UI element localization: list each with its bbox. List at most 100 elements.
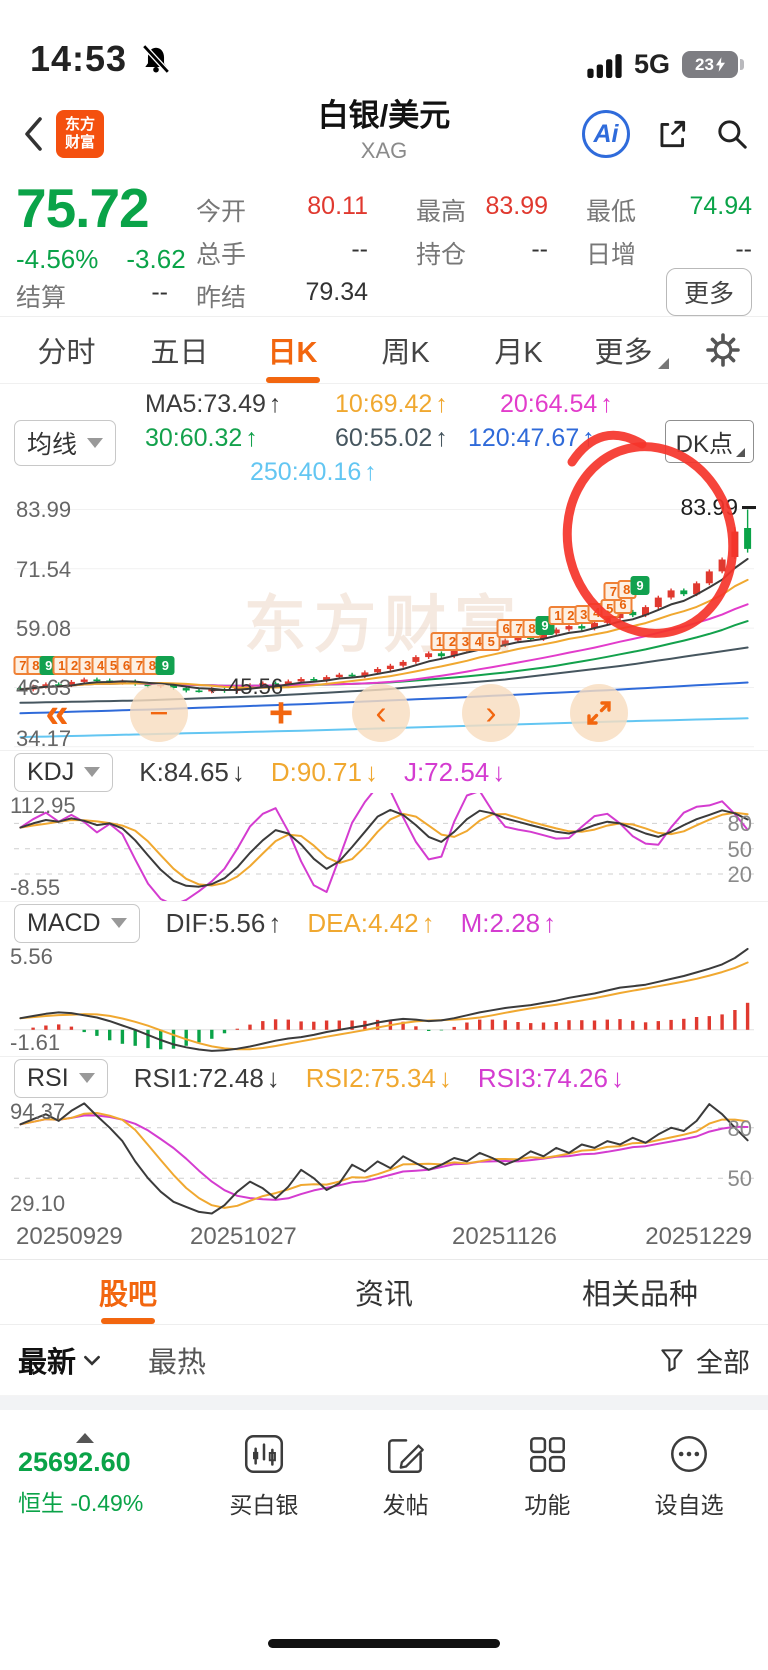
period-tab-more[interactable]: 更多 (575, 317, 688, 383)
index-quote[interactable]: 25692.60 恒生 -0.49% (8, 1432, 193, 1518)
ai-button[interactable]: Ai (582, 110, 630, 158)
x-axis: 20250929 20251027 20251126 20251229 (0, 1217, 768, 1259)
funnel-icon (661, 1349, 683, 1372)
tab-stock-forum[interactable]: 股吧 (0, 1260, 256, 1324)
rsi-dropdown[interactable]: RSI (14, 1058, 108, 1098)
more-circle-icon (671, 1435, 708, 1472)
home-indicator (268, 1639, 500, 1648)
index-value: 25692.60 (18, 1446, 131, 1477)
zoom-in-button[interactable]: + (268, 689, 294, 736)
rsi-max-label: 94.37 (10, 1099, 66, 1124)
rsi-header: RSI RSI1:72.48 ↓ RSI2:75.34 ↓ RSI3:74.26 ↓ (0, 1056, 768, 1099)
macd-dropdown[interactable]: MACD (14, 903, 140, 943)
period-tab-monthly-k[interactable]: 月K (494, 337, 543, 369)
macd-chart[interactable]: 5.56 -1.61 (0, 944, 768, 1056)
notifications-muted-icon (142, 44, 170, 74)
quote-position: 持仓 -- (416, 235, 548, 269)
ma-dropdown[interactable]: 均线 (14, 420, 117, 466)
clock: 14:53 (30, 38, 128, 79)
macd-plot[interactable] (14, 944, 754, 1056)
rsi3-value: RSI3:74.26 ↓ (477, 1062, 624, 1093)
macd-header: MACD DIF:5.56 ↑ DEA:4.42 ↑ M:2.28 ↑ (0, 901, 768, 944)
zoom-out-button[interactable]: − (130, 684, 188, 742)
sort-hottest[interactable]: 最热 (148, 1347, 207, 1379)
chevron-down-icon (110, 918, 127, 928)
gear-icon[interactable] (705, 332, 741, 368)
seek-start-button[interactable]: « (45, 689, 69, 736)
post-button[interactable]: 发帖 (335, 1431, 477, 1520)
tab-related-products[interactable]: 相关品种 (581, 1279, 698, 1311)
fullscreen-button[interactable] (570, 684, 628, 742)
period-tab-5day[interactable]: 五日 (150, 337, 209, 369)
period-tab-intraday[interactable]: 分时 (37, 337, 96, 369)
sort-latest[interactable]: 最新 (18, 1339, 100, 1381)
grid-icon (530, 1436, 566, 1472)
rsi2-value: RSI2:75.34 ↓ (305, 1062, 452, 1093)
macd-m-value: M:2.28 ↑ (460, 907, 557, 938)
quote-prev-settle: 昨结 79.34 (196, 278, 368, 312)
collapse-handle-icon (76, 1432, 94, 1443)
x-axis-label: 20250929 (16, 1223, 123, 1250)
quote-high: 最高 83.99 (416, 192, 548, 226)
kdj-min-label: -8.55 (10, 875, 61, 900)
tab-news[interactable]: 资讯 (354, 1279, 413, 1311)
buy-silver-button[interactable]: 买白银 (193, 1431, 335, 1520)
kdj-plot[interactable] (14, 793, 754, 901)
rsi-chart[interactable]: 94.37 29.10 80 50 (0, 1099, 768, 1217)
x-axis-label: 20251229 (645, 1223, 752, 1250)
content-tab-bar: 股吧 资讯 相关品种 (0, 1260, 768, 1325)
quote-open: 今开 80.11 (196, 192, 368, 226)
chevron-down-icon (84, 1355, 100, 1366)
back-button[interactable] (18, 113, 48, 155)
kdj-k-value: K:84.65 ↓ (139, 756, 245, 787)
quote-settle: 结算 -- (16, 278, 168, 312)
share-icon[interactable] (654, 116, 690, 152)
bottom-toolbar: 25692.60 恒生 -0.49% 买白银 发帖 (0, 1410, 768, 1540)
kdj-chart[interactable]: 112.95 -8.55 80 50 20 (0, 793, 768, 901)
x-axis-label: 20251126 (452, 1223, 557, 1250)
last-price-marker: 83.99 (680, 494, 756, 521)
period-tab-weekly-k[interactable]: 周K (381, 337, 430, 369)
filter-all[interactable]: 全部 (658, 1341, 750, 1380)
quote-low: 最低 74.94 (586, 192, 752, 226)
macd-max-label: 5.56 (10, 944, 53, 969)
corner-triangle-icon (736, 448, 745, 457)
quote-daily-increase: 日增 -- (586, 235, 752, 269)
dk-point-button[interactable]: DK点 (664, 420, 754, 463)
trade-chart-icon (244, 1434, 283, 1473)
add-watchlist-button[interactable]: 设自选 (618, 1431, 760, 1520)
functions-button[interactable]: 功能 (477, 1431, 619, 1520)
prev-button[interactable]: ‹ (352, 684, 410, 742)
change-value: -3.62 (126, 244, 186, 274)
rsi-plot[interactable] (14, 1099, 754, 1217)
active-tab-underline (101, 1318, 155, 1324)
corner-triangle-icon (657, 358, 669, 369)
ma60-value: 60:55.02 ↑ (335, 424, 448, 452)
period-tab-daily-k[interactable]: 日K (236, 317, 349, 383)
period-tab-bar: 分时 五日 日K 周K 月K 更多 (0, 317, 768, 384)
index-change: 恒生 -0.49% (18, 1489, 144, 1516)
ma10-value: 10:69.42 ↑ (335, 390, 448, 418)
symbol-code: XAG (360, 138, 408, 163)
charging-bolt-icon (715, 57, 725, 72)
active-tab-underline (265, 377, 320, 383)
chevron-down-icon (84, 767, 101, 777)
more-button[interactable]: 更多 (665, 268, 752, 316)
rsi-min-label: 29.10 (10, 1191, 66, 1216)
ma30-value: 30:60.32 ↑ (145, 424, 258, 452)
macd-dif-value: DIF:5.56 ↑ (165, 907, 282, 938)
price-change: -4.56% -3.62 (16, 244, 186, 275)
signal-icon (587, 54, 622, 78)
chevron-down-icon (87, 438, 104, 448)
marker-dash (742, 506, 756, 509)
search-icon[interactable] (714, 116, 750, 152)
kdj-dropdown[interactable]: KDJ (14, 752, 114, 792)
battery-icon: 23 (682, 51, 744, 78)
kdj-j-value: J:72.54 ↓ (403, 756, 506, 787)
title-bar: 东方 财富 白银/美元 XAG Ai (0, 88, 768, 180)
next-button[interactable]: › (462, 684, 520, 742)
compose-icon (387, 1438, 424, 1473)
section-gap (0, 1396, 768, 1410)
